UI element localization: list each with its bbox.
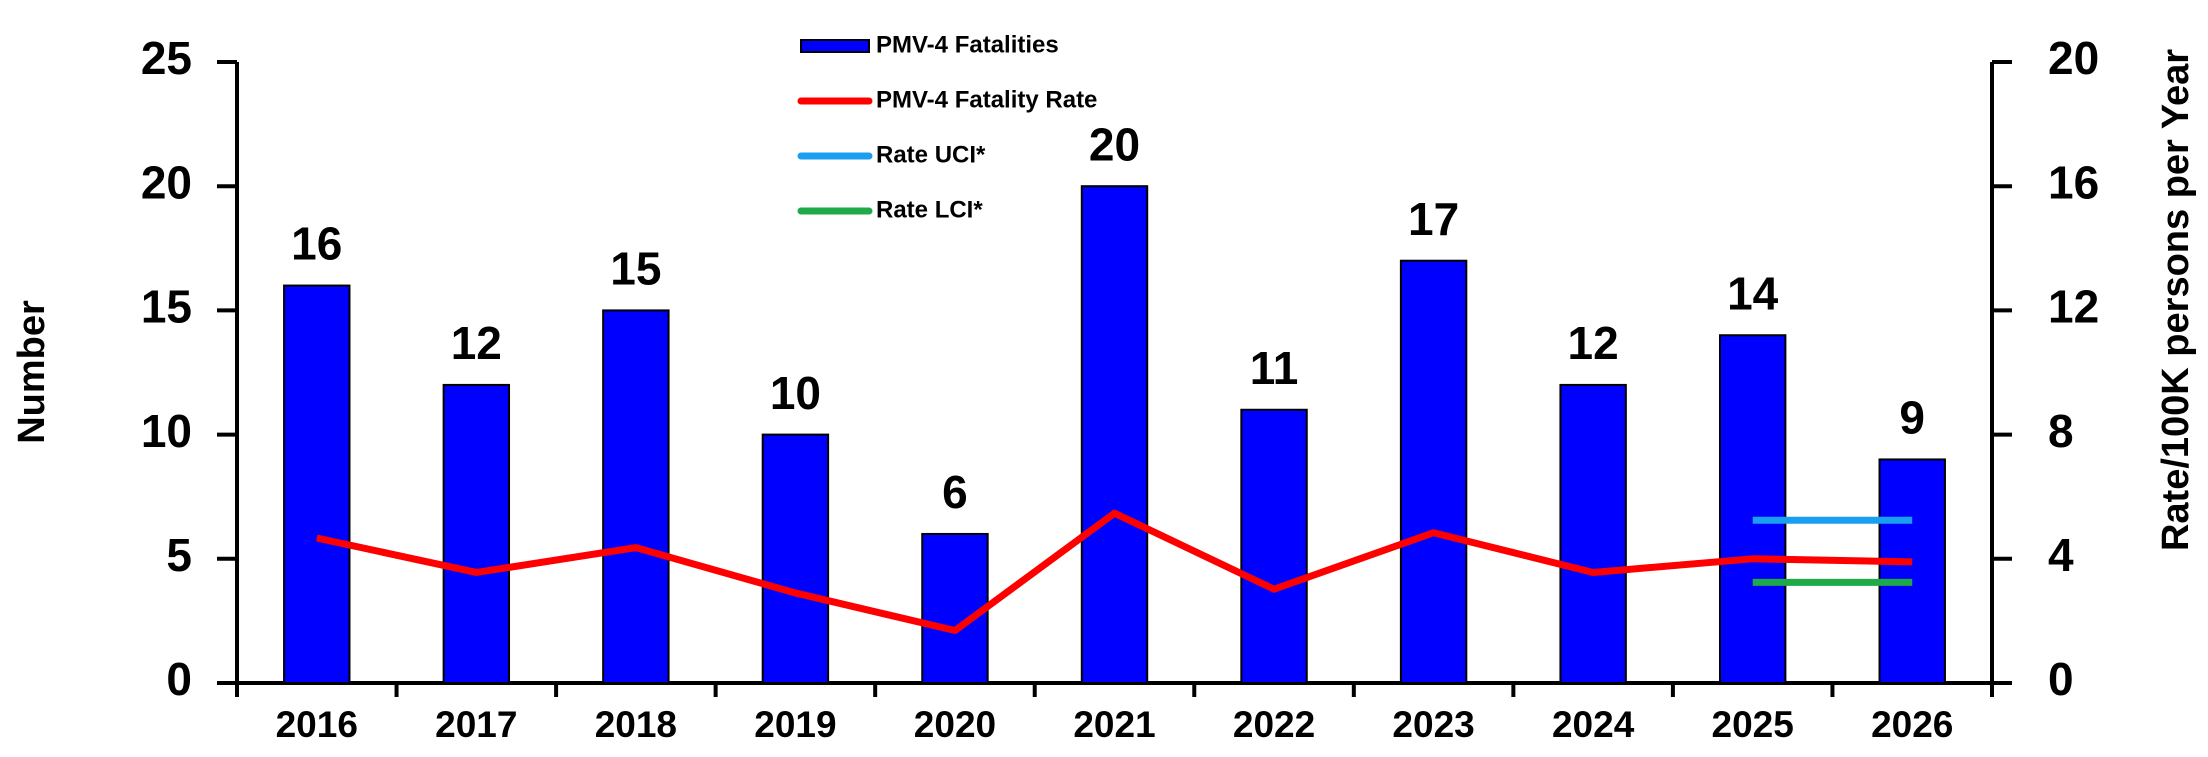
- x-tick-label: 2023: [1392, 704, 1474, 745]
- y2-tick-label: 20: [2048, 32, 2099, 84]
- y2-tick-label: 12: [2048, 281, 2099, 333]
- line: [316, 509, 1913, 635]
- bar: [1080, 185, 1149, 684]
- data-label: 12: [1568, 317, 1619, 369]
- bar: [1718, 334, 1787, 684]
- data-label: 12: [451, 317, 502, 369]
- legend-label: Rate LCI*: [876, 196, 983, 223]
- bar: [1878, 458, 1946, 684]
- y-axis-title: Number: [11, 300, 53, 444]
- legend-swatch: [800, 39, 870, 53]
- data-label: 14: [1727, 267, 1779, 319]
- x-tick-label: 2022: [1233, 704, 1315, 745]
- y2-tick-label: 0: [2048, 653, 2074, 705]
- data-label: 10: [770, 367, 821, 419]
- y2-axis-title: Rate/100K persons per Year: [2155, 49, 2197, 551]
- x-tick-label: 2025: [1712, 704, 1794, 745]
- y-tick-label: 25: [141, 32, 192, 84]
- y2-tick-label: 16: [2048, 156, 2099, 208]
- legend-label: Rate UCI*: [876, 141, 986, 168]
- legend-label: PMV-4 Fatalities: [876, 31, 1059, 58]
- bar: [283, 284, 351, 684]
- bar: [1240, 408, 1308, 684]
- y-tick-label: 5: [166, 529, 192, 581]
- data-label: 6: [942, 466, 968, 518]
- x-tick-label: 2020: [914, 704, 996, 745]
- data-label: 17: [1408, 193, 1459, 245]
- data-label: 9: [1899, 392, 1925, 444]
- bar: [921, 532, 989, 685]
- x-tick-label: 2021: [1073, 704, 1155, 745]
- bar: [1559, 383, 1627, 684]
- bar: [761, 433, 830, 684]
- y-tick-label: 0: [166, 653, 192, 705]
- x-tick-label: 2016: [276, 704, 358, 745]
- y-tick-label: 15: [141, 281, 192, 333]
- legend-label: PMV-4 Fatality Rate: [876, 86, 1097, 113]
- x-tick-label: 2019: [754, 704, 836, 745]
- data-label: 15: [610, 243, 661, 295]
- x-tick-label: 2024: [1552, 704, 1635, 745]
- bar: [602, 309, 670, 684]
- bar: [442, 383, 511, 684]
- x-tick-label: 2026: [1871, 704, 1953, 745]
- data-label: 11: [1250, 342, 1299, 394]
- y-tick-label: 20: [141, 156, 192, 208]
- x-tick-label: 2018: [595, 704, 677, 745]
- data-label: 16: [291, 218, 342, 270]
- y2-tick-label: 8: [2048, 405, 2074, 457]
- y2-tick-label: 4: [2048, 529, 2074, 581]
- y-tick-label: 10: [141, 405, 192, 457]
- bar: [1399, 259, 1468, 684]
- data-label: 20: [1089, 118, 1140, 170]
- x-tick-label: 2017: [435, 704, 517, 745]
